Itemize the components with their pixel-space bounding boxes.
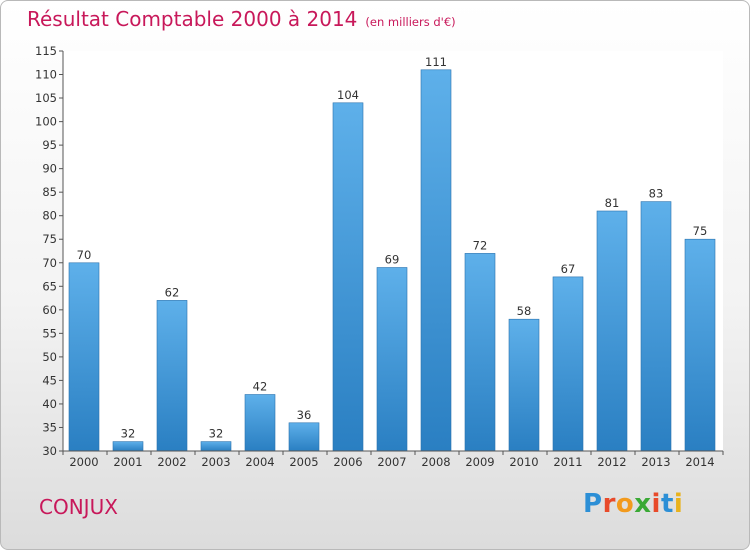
logo-letter: o — [615, 489, 635, 519]
chart-title-main: Résultat Comptable 2000 à 2014 — [27, 7, 358, 31]
data-label-2009: 72 — [473, 238, 488, 252]
y-tick-label: 65 — [42, 279, 57, 293]
x-tick-label: 2005 — [289, 455, 318, 469]
y-tick-label: 80 — [42, 209, 57, 223]
data-label-2007: 69 — [385, 253, 400, 267]
x-tick-label: 2009 — [465, 455, 494, 469]
y-tick-label: 70 — [42, 256, 57, 270]
logo-letter: r — [602, 489, 616, 519]
y-tick-label: 115 — [35, 44, 57, 58]
logo-letter: t — [660, 489, 674, 519]
y-tick-label: 110 — [35, 68, 57, 82]
y-tick-label: 55 — [42, 326, 57, 340]
y-tick-label: 50 — [42, 350, 57, 364]
x-tick-label: 2014 — [685, 455, 714, 469]
x-tick-label: 2011 — [553, 455, 582, 469]
x-tick-label: 2013 — [641, 455, 670, 469]
data-label-2005: 36 — [297, 408, 312, 422]
chart-title-unit: (en milliers d'€) — [365, 15, 456, 29]
bar-2011 — [552, 276, 584, 452]
y-tick-label: 60 — [42, 303, 57, 317]
y-tick-label: 100 — [35, 115, 57, 129]
bar-2004 — [244, 394, 276, 452]
data-label-2000: 70 — [77, 248, 92, 262]
x-tick-label: 2004 — [245, 455, 274, 469]
bar-2014 — [684, 238, 716, 452]
data-label-2006: 104 — [337, 88, 359, 102]
x-tick-label: 2010 — [509, 455, 538, 469]
data-label-2010: 58 — [517, 304, 532, 318]
bar-2006 — [332, 102, 364, 452]
bar-2005 — [288, 422, 320, 452]
chart-title: Résultat Comptable 2000 à 2014 (en millie… — [27, 7, 456, 31]
x-axis: 2000 2001 2002 2003 2004 2005 2006 2007 2008 2009… — [62, 450, 724, 469]
x-tick-label: 2008 — [421, 455, 450, 469]
bars: 70 32 62 32 42 36 104 69 111 72 58 67 81 83 75 — [68, 55, 716, 452]
logo-letter: x — [634, 489, 652, 519]
bar-2002 — [156, 300, 188, 452]
data-label-2014: 75 — [693, 224, 708, 238]
data-label-2012: 81 — [605, 196, 620, 210]
x-tick-label: 2003 — [201, 455, 230, 469]
bar-2012 — [596, 210, 628, 452]
bar-2010 — [508, 318, 540, 452]
logo-letter: i — [673, 489, 684, 519]
bar-2000 — [68, 262, 100, 452]
x-tick-label: 2002 — [157, 455, 186, 469]
proxiti-logo: Proxiti — [583, 489, 683, 519]
data-label-2008: 111 — [425, 55, 447, 69]
bar-2003 — [200, 441, 232, 452]
data-label-2004: 42 — [253, 380, 268, 394]
y-tick-label: 45 — [42, 373, 57, 387]
x-tick-label: 2000 — [69, 455, 98, 469]
x-tick-label: 2001 — [113, 455, 142, 469]
data-label-2013: 83 — [649, 187, 664, 201]
bar-2001 — [112, 441, 144, 452]
logo-letter: i — [651, 489, 661, 519]
y-tick-label: 95 — [42, 138, 57, 152]
bar-2013 — [640, 201, 672, 452]
bar-2008 — [420, 69, 452, 452]
x-tick-label: 2012 — [597, 455, 626, 469]
x-tick-label: 2007 — [377, 455, 406, 469]
data-label-2001: 32 — [121, 427, 136, 441]
logo-letter: P — [583, 489, 603, 519]
y-tick-label: 85 — [42, 185, 57, 199]
y-tick-label: 30 — [42, 444, 57, 458]
bar-2009 — [464, 253, 496, 452]
data-label-2002: 62 — [165, 285, 180, 299]
y-axis: 30 35 40 45 50 55 60 65 70 75 80 85 90 95 100 105 110 115 — [35, 44, 64, 458]
y-tick-label: 40 — [42, 397, 57, 411]
data-label-2011: 67 — [561, 262, 576, 276]
x-tick-label: 2006 — [333, 455, 362, 469]
commune-name: CONJUX — [39, 495, 118, 519]
y-tick-label: 90 — [42, 162, 57, 176]
y-tick-label: 75 — [42, 232, 57, 246]
y-tick-label: 105 — [35, 91, 57, 105]
y-tick-label: 35 — [42, 420, 57, 434]
bar-2007 — [376, 267, 408, 452]
data-label-2003: 32 — [209, 427, 224, 441]
